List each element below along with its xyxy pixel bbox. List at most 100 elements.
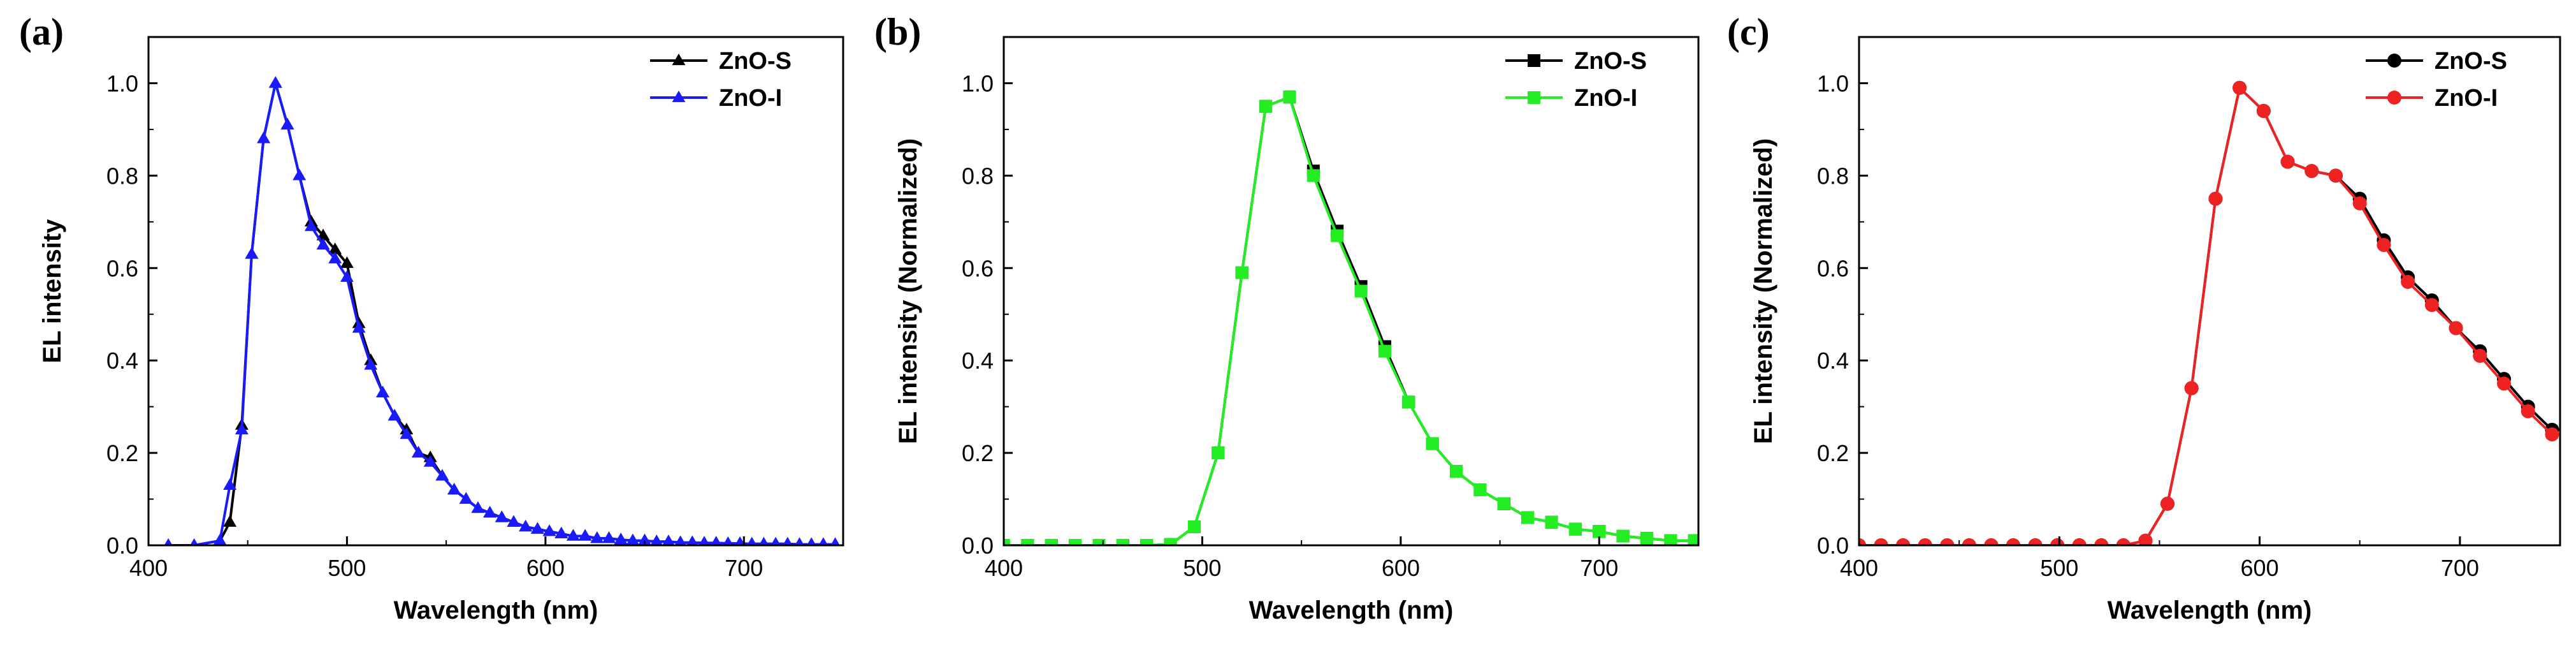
data-point: [2401, 275, 2415, 290]
data-point: [304, 219, 318, 232]
data-point: [1450, 465, 1463, 478]
data-point: [2160, 496, 2174, 511]
data-point: [412, 446, 425, 458]
data-point: [614, 533, 628, 545]
data-point: [2473, 348, 2487, 363]
x-axis-title: Wavelength (nm): [2108, 596, 2312, 624]
panel-label: (b): [874, 11, 921, 53]
data-point: [280, 117, 294, 129]
data-point: [2232, 80, 2247, 95]
data-point: [1212, 446, 1225, 460]
data-point: [328, 242, 342, 254]
data-point: [2116, 538, 2131, 545]
data-point: [542, 524, 556, 536]
data-point: [1045, 539, 1058, 545]
data-point: [1568, 522, 1582, 536]
data-point: [783, 536, 793, 545]
y-axis-title: EL intensity: [38, 219, 66, 364]
data-point: [2424, 298, 2439, 313]
data-point: [316, 238, 330, 250]
legend: ZnO-S ZnO-I: [650, 48, 792, 112]
legend-label: ZnO-S: [1574, 48, 1647, 75]
series-ZnO-S: [1859, 80, 2559, 545]
data-point: [1521, 511, 1535, 524]
data-point: [376, 385, 389, 398]
data-point: [807, 537, 816, 545]
series-line: [1859, 86, 2553, 545]
data-point: [459, 492, 473, 504]
data-point: [1069, 539, 1082, 545]
y-tick-label: 0.2: [962, 440, 994, 466]
x-tick-label: 500: [328, 555, 366, 581]
data-point: [2521, 404, 2535, 418]
data-point: [1473, 483, 1487, 497]
data-point: [1116, 539, 1129, 545]
y-tick-label: 0.6: [106, 255, 138, 281]
y-tick-label: 0.2: [1817, 440, 1849, 466]
y-tick-label: 0.6: [1817, 255, 1849, 281]
data-point: [2352, 196, 2367, 210]
x-tick-label: 500: [1183, 555, 1221, 581]
data-point: [2497, 376, 2511, 391]
x-axis-title: Wavelength (nm): [394, 596, 598, 624]
data-point: [795, 537, 804, 545]
x-tick-label: 700: [2441, 555, 2479, 581]
data-point: [1140, 539, 1154, 545]
data-point: [758, 536, 769, 545]
legend-label: ZnO-I: [2435, 85, 2498, 112]
legend-label: ZnO-I: [719, 85, 782, 112]
data-point: [1545, 515, 1558, 529]
data-point: [590, 531, 604, 543]
data-point: [1283, 91, 1296, 104]
plot-frame: [1858, 36, 2561, 547]
data-point: [164, 538, 173, 545]
data-point: [316, 228, 330, 240]
data-point: [245, 247, 259, 259]
data-point: [1918, 538, 1932, 545]
data-point: [1259, 99, 1273, 113]
data-point: [1235, 266, 1248, 279]
data-point: [2545, 427, 2559, 442]
data-point: [578, 529, 592, 541]
y-tick-label: 1.0: [1817, 70, 1849, 96]
data-point: [723, 536, 734, 545]
data-point: [686, 535, 698, 545]
data-point: [1593, 525, 1606, 538]
data-point: [213, 533, 227, 545]
data-point: [2305, 164, 2319, 179]
y-tick-label: 0.4: [106, 348, 138, 374]
legend: ZnO-S ZnO-I: [2366, 48, 2507, 112]
data-point: [1021, 539, 1034, 545]
data-point: [507, 515, 521, 527]
legend-marker: [1528, 91, 1540, 104]
y-tick-label: 0.2: [106, 440, 138, 466]
chart-panel-b: (b) 400 500 600 700 0.0 0.2 0.4 0.6 0.8 1.0 Wavelen…: [874, 11, 1700, 624]
data-point: [1874, 538, 1888, 545]
data-point: [235, 422, 249, 435]
data-point: [223, 515, 237, 527]
legend-marker: [2387, 54, 2401, 68]
data-point: [2072, 538, 2087, 545]
data-point: [1426, 437, 1439, 450]
data-point: [2138, 533, 2153, 545]
chart-panel-a: (a) 400 500 600 700 0.0 0.2 0.4 0.6 0.8 1.0 Wavelen…: [19, 11, 844, 624]
series-ZnO-S: [1004, 91, 1698, 545]
data-point: [340, 256, 354, 269]
y-tick-label: 0.8: [1817, 163, 1849, 189]
x-tick-label: 700: [1580, 555, 1618, 581]
data-point: [2377, 238, 2391, 253]
x-tick-label: 400: [1840, 555, 1878, 581]
data-point: [223, 478, 237, 490]
plot-frame: [147, 36, 844, 547]
data-point: [1497, 497, 1510, 510]
series-ZnO-I: [1859, 80, 2559, 545]
data-point: [400, 427, 414, 439]
x-tick-label: 500: [2040, 555, 2078, 581]
data-point: [435, 469, 449, 481]
data-point: [830, 537, 840, 545]
data-point: [2256, 103, 2271, 118]
data-point: [567, 529, 580, 541]
data-point: [1859, 538, 1866, 545]
y-axis-title: EL intensity (Normalized): [1749, 138, 1777, 444]
